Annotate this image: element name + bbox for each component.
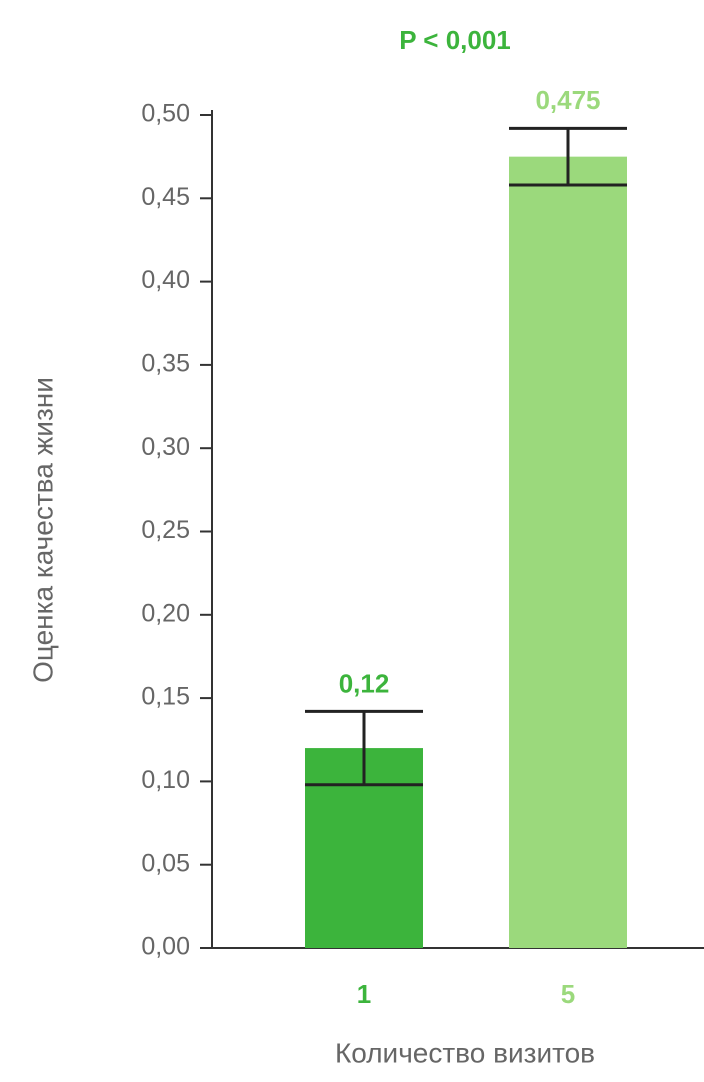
value-label: 0,475 [535, 85, 600, 115]
y-tick-label: 0,20 [141, 599, 190, 627]
y-tick-label: 0,25 [141, 516, 190, 544]
y-tick-label: 0,40 [141, 266, 190, 294]
x-axis-title: Количество визитов [335, 1037, 595, 1068]
bar [509, 156, 627, 948]
y-tick-label: 0,50 [141, 100, 190, 128]
x-tick-label: 1 [357, 979, 371, 1009]
annotation: P < 0,001 [399, 25, 511, 55]
y-tick-label: 0,05 [141, 849, 190, 877]
y-tick-label: 0,35 [141, 350, 190, 378]
y-tick-label: 0,00 [141, 933, 190, 961]
error-bar [305, 709, 423, 787]
y-tick-label: 0,45 [141, 183, 190, 211]
y-tick-label: 0,10 [141, 766, 190, 794]
x-tick-label: 5 [561, 979, 575, 1009]
y-axis-title: Оценка качества жизни [27, 377, 58, 683]
y-tick-label: 0,30 [141, 433, 190, 461]
error-bar [509, 126, 627, 187]
value-label: 0,12 [339, 668, 390, 698]
y-tick-label: 0,15 [141, 683, 190, 711]
